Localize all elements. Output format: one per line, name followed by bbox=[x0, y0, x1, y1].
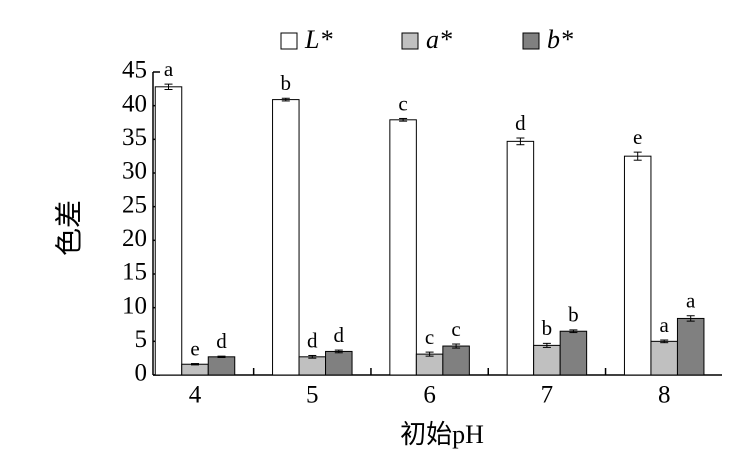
bar bbox=[207, 356, 236, 376]
bar bbox=[389, 119, 417, 376]
y-tick-label: 0 bbox=[135, 360, 148, 387]
y-tick-label: 5 bbox=[135, 326, 148, 353]
legend-label: L* bbox=[304, 25, 332, 54]
bar bbox=[676, 317, 705, 376]
bar bbox=[650, 340, 678, 376]
bar bbox=[559, 330, 588, 376]
significance-letter: a bbox=[686, 289, 696, 313]
bar bbox=[415, 353, 444, 376]
x-tick-label: 6 bbox=[423, 382, 436, 409]
bar bbox=[442, 345, 470, 376]
legend-label: a* bbox=[426, 25, 452, 54]
x-tick-label: 5 bbox=[306, 382, 319, 409]
y-tick-label: 10 bbox=[122, 292, 147, 319]
significance-letter: a bbox=[660, 313, 670, 337]
bar bbox=[533, 344, 561, 376]
legend-swatch bbox=[522, 32, 540, 50]
significance-letter: d bbox=[515, 111, 526, 135]
bar bbox=[272, 99, 300, 376]
significance-letter: d bbox=[216, 329, 227, 353]
x-tick-label: 4 bbox=[189, 382, 202, 409]
significance-letter: e bbox=[633, 125, 642, 149]
x-tick-label: 8 bbox=[658, 382, 671, 409]
bar bbox=[506, 140, 535, 376]
significance-letter: c bbox=[425, 325, 434, 349]
x-tick-label: 7 bbox=[541, 382, 554, 409]
y-tick-label: 40 bbox=[122, 90, 147, 117]
bar bbox=[623, 155, 652, 376]
bar bbox=[181, 363, 209, 376]
significance-letter: d bbox=[307, 328, 318, 352]
significance-letter: c bbox=[398, 91, 407, 115]
legend-label: b* bbox=[547, 25, 573, 54]
y-tick-label: 30 bbox=[122, 158, 147, 185]
y-axis-label: 色差 bbox=[53, 200, 85, 256]
legend-swatch bbox=[280, 32, 298, 50]
significance-letter: e bbox=[190, 336, 199, 360]
significance-letter: b bbox=[568, 303, 579, 327]
significance-letter: b bbox=[281, 71, 292, 95]
bar bbox=[298, 356, 327, 376]
significance-letter: b bbox=[542, 316, 553, 340]
y-tick-label: 25 bbox=[122, 191, 147, 218]
significance-letter: c bbox=[451, 317, 460, 341]
y-tick-label: 35 bbox=[122, 124, 147, 151]
y-tick-label: 15 bbox=[122, 259, 147, 286]
y-tick-label: 20 bbox=[122, 225, 147, 252]
significance-letter: d bbox=[334, 323, 345, 347]
legend-swatch bbox=[401, 32, 419, 50]
bar bbox=[325, 350, 353, 376]
y-tick-label: 45 bbox=[122, 57, 147, 84]
x-axis-label: 初始pH bbox=[400, 420, 484, 449]
bar bbox=[154, 86, 183, 376]
significance-letter: a bbox=[164, 57, 174, 81]
